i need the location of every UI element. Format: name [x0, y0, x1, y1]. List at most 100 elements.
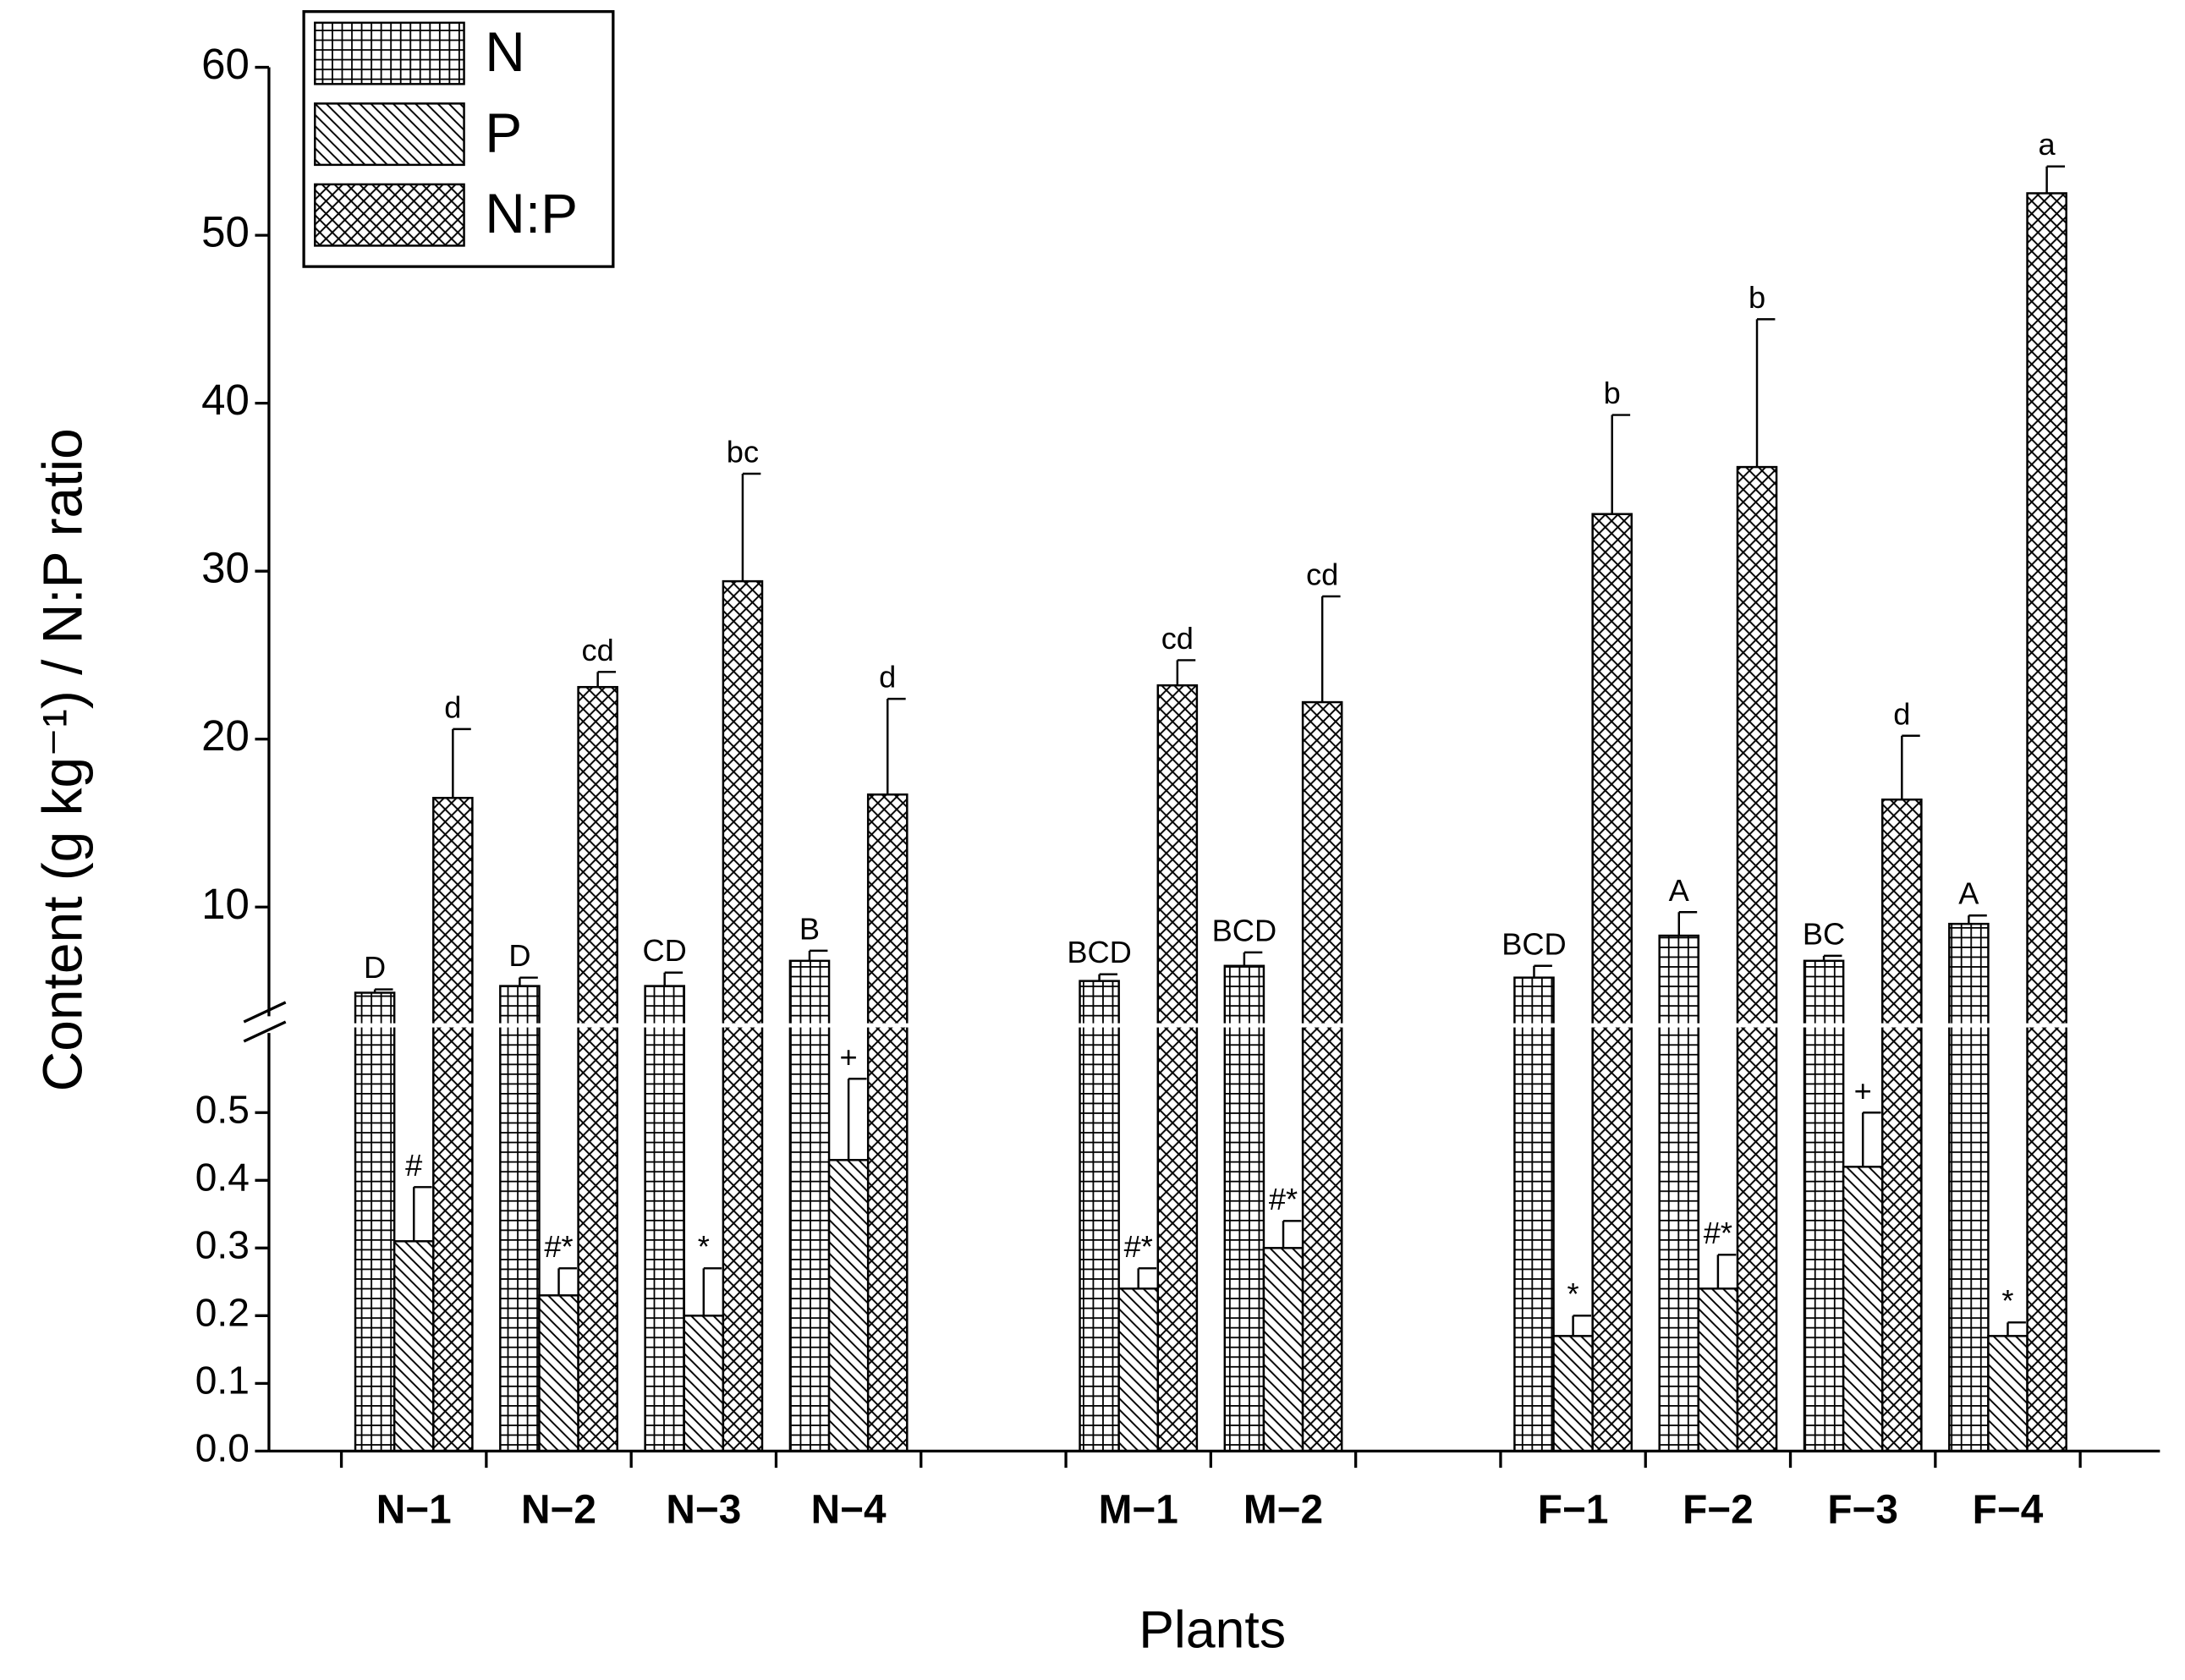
significance-label: A [1669, 873, 1690, 908]
error-bar [808, 949, 828, 961]
error-bar [702, 1267, 722, 1316]
error-bar [887, 697, 906, 795]
error-bar [596, 671, 617, 688]
error-bar [452, 727, 471, 799]
bar [1223, 964, 1265, 1452]
x-tick-label: N−1 [376, 1487, 452, 1532]
bar [827, 1159, 870, 1452]
error-bar [1282, 1220, 1302, 1249]
significance-label: BC [1803, 916, 1845, 951]
bar [393, 1240, 435, 1452]
bar [644, 985, 685, 1452]
bar [1842, 1166, 1884, 1452]
y-tick-label: 50 [201, 208, 250, 256]
y-axis-label: Content (g kg⁻¹) / N:P ratio [30, 428, 93, 1091]
significance-label: a [2039, 127, 2056, 162]
legend-label: P [485, 101, 522, 163]
bar [1658, 934, 1700, 1452]
y-tick-label: 0.1 [195, 1359, 250, 1403]
significance-label: cd [582, 633, 614, 667]
bar [432, 796, 474, 1452]
error-bar [2045, 165, 2066, 194]
bar [788, 959, 831, 1452]
significance-label: + [1854, 1073, 1872, 1108]
error-bar [2007, 1321, 2026, 1337]
legend-swatch [314, 21, 465, 85]
x-axis-label: Plants [1139, 1600, 1286, 1660]
error-bar [1533, 964, 1552, 978]
error-bar [412, 1186, 432, 1242]
significance-label: cd [1161, 621, 1194, 656]
legend-label: N:P [485, 182, 578, 244]
error-bar [1901, 734, 1920, 800]
significance-label: B [799, 911, 820, 946]
significance-label: #* [1269, 1182, 1298, 1216]
error-bar [373, 988, 393, 993]
y-tick-label: 0.0 [195, 1426, 250, 1470]
bar [1301, 700, 1343, 1452]
x-tick-label: N−2 [521, 1487, 596, 1532]
legend-swatch [314, 102, 465, 167]
error-bar [1611, 414, 1631, 514]
y-tick-label: 30 [201, 544, 250, 592]
legend: NP N:P [302, 10, 615, 268]
error-bar [1716, 1254, 1737, 1289]
error-bar [741, 472, 761, 582]
significance-label: * [1567, 1276, 1579, 1311]
bar [1803, 959, 1845, 1452]
error-bar [1137, 1267, 1157, 1289]
bar [1881, 798, 1923, 1452]
significance-label: * [698, 1229, 710, 1264]
significance-label: d [879, 660, 896, 695]
legend-label: N [485, 20, 525, 83]
bar [683, 1315, 725, 1452]
x-tick-label: F−4 [1973, 1487, 2044, 1532]
axis-break-mark [243, 1001, 287, 1043]
x-tick-label: F−1 [1538, 1487, 1609, 1532]
bar [1697, 1287, 1739, 1452]
error-bar [1968, 914, 1987, 925]
bar [1156, 684, 1199, 1452]
significance-label: BCD [1212, 913, 1277, 947]
error-bar [557, 1267, 577, 1296]
bar [577, 685, 618, 1452]
error-bar [1320, 595, 1341, 703]
error-bar [1176, 659, 1196, 686]
significance-label: BCD [1067, 935, 1132, 969]
error-bar [1861, 1112, 1881, 1167]
error-bar [1755, 318, 1776, 468]
axis-break-gap [270, 1023, 2161, 1028]
y-tick-label: 10 [201, 880, 250, 928]
plot-area: D # d D #* cd CD * bc B + d BCD #* cd BCD #* cd BCD * b A #* b B… [354, 127, 2067, 1452]
x-tick-label: F−2 [1683, 1487, 1754, 1532]
x-tick-label: M−1 [1099, 1487, 1178, 1532]
significance-label: d [444, 689, 461, 724]
x-tick-label: N−4 [811, 1487, 887, 1532]
bar [1948, 922, 1990, 1452]
significance-label: A [1958, 876, 1979, 911]
y-tick-label: 0.2 [195, 1291, 250, 1335]
axes: 0.0 0.1 0.2 0.3 0.4 0.5 10 20 30 40 50 60 N−1 N−2 N−3 N… [195, 40, 2161, 1532]
bar [1552, 1335, 1594, 1452]
error-bar [1822, 954, 1842, 961]
significance-label: #* [1124, 1229, 1153, 1264]
bar [1987, 1335, 2029, 1452]
bar [1736, 465, 1778, 1452]
x-tick-label: F−3 [1827, 1487, 1898, 1532]
bar [499, 985, 541, 1452]
error-bar [1098, 973, 1118, 981]
legend-swatch [314, 183, 465, 247]
bar [1079, 980, 1120, 1452]
bar [722, 579, 764, 1452]
error-bar [1243, 951, 1263, 966]
significance-label: BCD [1502, 926, 1567, 961]
x-tick-label: M−2 [1243, 1487, 1323, 1532]
significance-label: b [1604, 376, 1621, 410]
error-bar [847, 1078, 867, 1161]
significance-label: D [508, 938, 530, 973]
significance-label: #* [1704, 1216, 1732, 1250]
significance-label: b [1749, 280, 1765, 315]
y-tick-label: 40 [201, 376, 250, 424]
